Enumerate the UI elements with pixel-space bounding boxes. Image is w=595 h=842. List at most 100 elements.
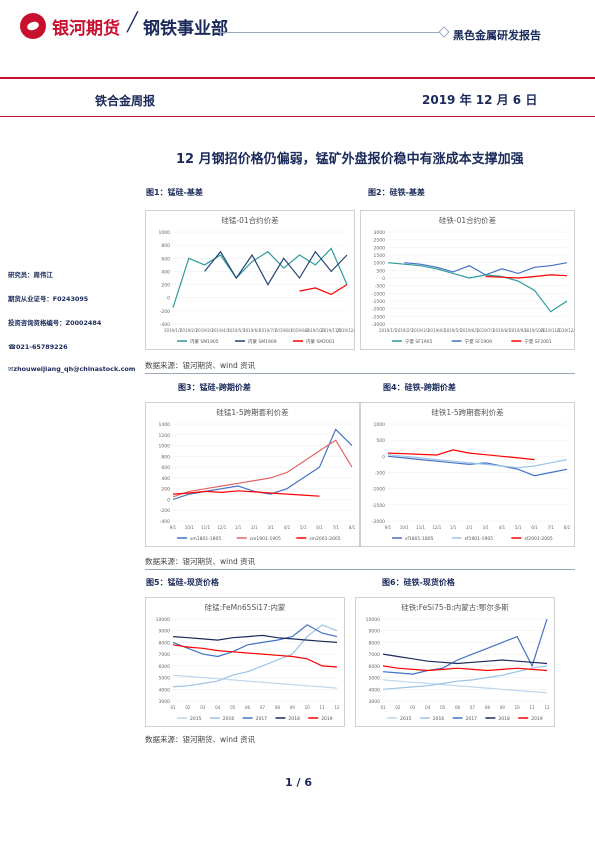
y-tick-label: 1400 bbox=[159, 422, 171, 428]
x-tick-label: 11/1 bbox=[416, 525, 425, 530]
y-tick-label: 4000 bbox=[369, 687, 381, 693]
series-line bbox=[485, 274, 568, 279]
x-tick-label: 2019/9/1 bbox=[509, 328, 527, 333]
series-line bbox=[382, 618, 548, 675]
y-tick-label: 4000 bbox=[159, 687, 171, 693]
chart-6: 硅铁:FeSi75-B:内蒙古:鄂尔多斯 10000 9000 8000 7000 600… bbox=[355, 597, 555, 727]
legend-label: sm2001-2005 bbox=[309, 536, 340, 542]
legend-label: 2019 bbox=[321, 716, 333, 722]
y-tick-label: -1000 bbox=[372, 291, 385, 297]
x-tick-label: 2019/1/1 bbox=[164, 328, 182, 333]
x-tick-label: 10/1 bbox=[185, 525, 194, 530]
x-tick-label: 03 bbox=[200, 705, 206, 710]
y-tick-label: 10000 bbox=[366, 617, 380, 623]
y-tick-label: 600 bbox=[161, 256, 170, 262]
series-line bbox=[387, 454, 568, 469]
y-tick-label: 1000 bbox=[159, 444, 171, 450]
y-tick-label: 6000 bbox=[369, 664, 381, 670]
x-tick-label: 2019/8/1 bbox=[493, 328, 511, 333]
series-line bbox=[172, 624, 338, 688]
email-link[interactable]: ✉zhouweijiang_qh@chinastock.com bbox=[8, 365, 136, 373]
series-line bbox=[204, 250, 348, 286]
y-tick-label: 5000 bbox=[369, 676, 381, 682]
chart-frame bbox=[145, 402, 360, 547]
y-tick-label: 500 bbox=[376, 268, 385, 274]
company-logo-icon bbox=[20, 13, 46, 39]
figure-6-label: 图6：硅铁-现货价格 bbox=[382, 578, 455, 587]
y-tick-label: 3000 bbox=[159, 699, 171, 705]
figure-4-label: 图4：硅铁-跨期价差 bbox=[383, 383, 456, 392]
y-tick-label: 9000 bbox=[159, 629, 171, 635]
x-tick-label: 2019/12/1 bbox=[337, 328, 355, 333]
series-line bbox=[172, 644, 338, 668]
chart-3: 硅锰1-5跨期套利价差 1400 1200 1000 800 600 400 200 0 -200… bbox=[145, 402, 360, 547]
x-tick-label: 5/1 bbox=[300, 525, 307, 530]
y-tick-label: 1200 bbox=[159, 433, 171, 439]
y-tick-label: 7000 bbox=[159, 652, 171, 658]
series-line bbox=[387, 262, 568, 313]
legend-label: sf1801-1805 bbox=[405, 536, 434, 542]
x-tick-label: 4/1 bbox=[284, 525, 291, 530]
y-tick-label: 2000 bbox=[374, 245, 386, 251]
series-line bbox=[382, 665, 548, 672]
x-tick-label: 08 bbox=[485, 705, 491, 710]
x-tick-label: 12/1 bbox=[432, 525, 441, 530]
series-line bbox=[172, 634, 338, 643]
x-tick-label: 2/1 bbox=[251, 525, 258, 530]
chart-title: 硅锰-01合约价差 bbox=[221, 215, 279, 225]
chart-2: 硅铁-01合约价差 3000 2500 2000 1500 1000 500 0 -500 -10… bbox=[360, 210, 575, 350]
x-tick-label: 9/1 bbox=[385, 525, 392, 530]
x-tick-label: 2019/2/1 bbox=[395, 328, 413, 333]
y-tick-label: 200 bbox=[161, 487, 170, 493]
chart-title: 硅铁-01合约价差 bbox=[439, 215, 497, 225]
figure-3-label: 图3：锰硅-跨期价差 bbox=[178, 383, 251, 392]
y-tick-label: 1000 bbox=[374, 422, 386, 428]
x-tick-label: 2019/11/1 bbox=[321, 328, 342, 333]
x-tick-label: 2019/6/1 bbox=[243, 328, 261, 333]
y-tick-label: -200 bbox=[160, 508, 170, 514]
chart-frame bbox=[145, 210, 355, 350]
series-line bbox=[172, 247, 348, 308]
series-line bbox=[172, 439, 353, 498]
y-tick-label: -500 bbox=[375, 471, 385, 477]
y-tick-label: 2500 bbox=[374, 238, 386, 244]
page-header: 银河期货 ╱ 钢铁事业部 黑色金属研发报告 bbox=[0, 0, 595, 60]
y-tick-label: 7000 bbox=[369, 652, 381, 658]
x-tick-label: 09 bbox=[290, 705, 296, 710]
y-tick-label: 1000 bbox=[374, 261, 386, 267]
legend-label: 2018 bbox=[498, 716, 510, 722]
x-tick-label: 07 bbox=[260, 705, 266, 710]
x-tick-label: 05 bbox=[440, 705, 446, 710]
page-number: 1 / 6 bbox=[285, 776, 312, 789]
legend-label: sf1901-1905 bbox=[465, 536, 494, 542]
x-tick-label: 2019/11/1 bbox=[540, 328, 561, 333]
y-tick-label: 800 bbox=[161, 243, 170, 249]
x-tick-label: 8/1 bbox=[349, 525, 356, 530]
chart-4: 硅铁1-5跨期套利价差 1000 500 0 -500 -1000 -1500 -2000 9/… bbox=[360, 402, 575, 547]
series-line bbox=[172, 490, 320, 497]
consult-license: 投资咨询资格编号：Z0002484 bbox=[8, 319, 102, 327]
y-tick-label: 0 bbox=[167, 296, 170, 302]
researcher: 研究员：周伟江 bbox=[8, 271, 53, 279]
x-tick-label: 2019/9/1 bbox=[291, 328, 309, 333]
y-tick-label: -3000 bbox=[372, 322, 385, 328]
y-tick-label: -1000 bbox=[372, 487, 385, 493]
y-tick-label: 5000 bbox=[159, 676, 171, 682]
y-tick-label: 500 bbox=[376, 438, 385, 444]
x-tick-label: 11/1 bbox=[201, 525, 210, 530]
y-tick-label: 8000 bbox=[369, 640, 381, 646]
x-tick-label: 04 bbox=[215, 705, 221, 710]
legend-label: 内蒙 SM1905 bbox=[190, 338, 219, 345]
x-tick-label: 04 bbox=[425, 705, 431, 710]
x-tick-label: 2019/4/1 bbox=[211, 328, 229, 333]
x-tick-label: 2019/1/1 bbox=[379, 328, 397, 333]
x-tick-label: 1/1 bbox=[235, 525, 242, 530]
x-tick-label: 2019/6/1 bbox=[460, 328, 478, 333]
y-tick-label: 400 bbox=[161, 269, 170, 275]
y-tick-label: -2000 bbox=[372, 307, 385, 313]
y-tick-label: 6000 bbox=[159, 664, 171, 670]
x-tick-label: 2019/10/1 bbox=[305, 328, 326, 333]
chart-title: 硅锰:FeMn65Si17:内蒙 bbox=[205, 602, 286, 612]
y-tick-label: 800 bbox=[161, 454, 170, 460]
chart-1: 硅锰-01合约价差 1000 800 600 400 200 0 -200 -400 2019/1… bbox=[145, 210, 355, 350]
